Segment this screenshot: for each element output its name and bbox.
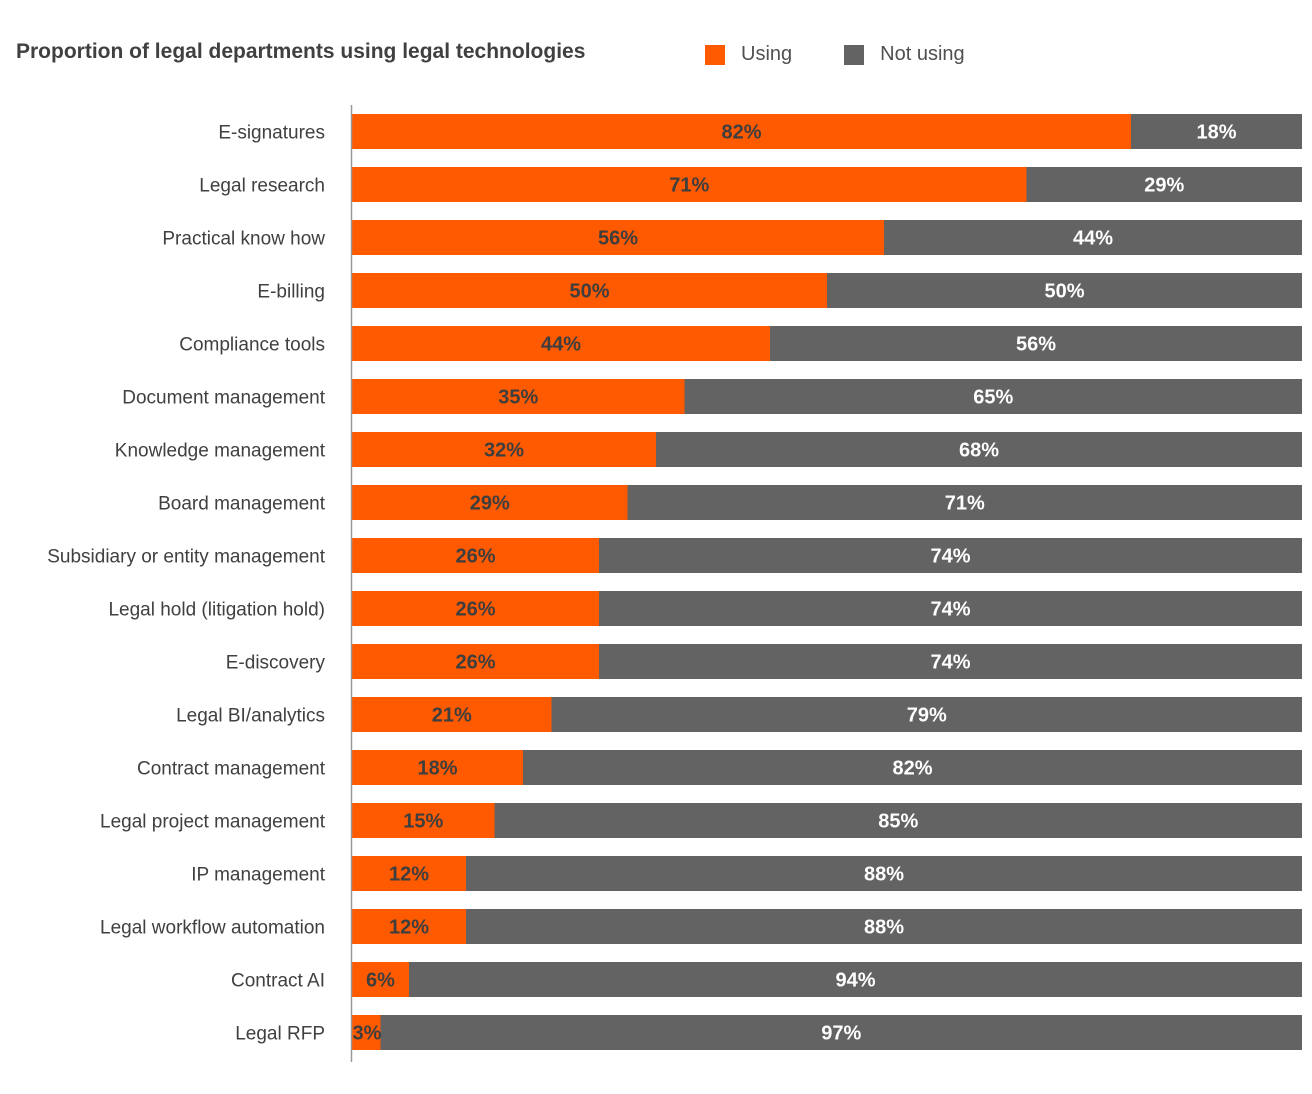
category-label: Contract AI — [231, 971, 325, 992]
category-label: Legal research — [199, 176, 325, 197]
legend-label-not-using: Not using — [880, 43, 965, 65]
bar-not-using — [380, 1015, 1302, 1050]
bar-not-using — [770, 326, 1302, 361]
category-label: E-signatures — [218, 123, 325, 144]
data-label-using: 12% — [389, 864, 429, 886]
category-label: Practical know how — [162, 229, 325, 250]
data-label-using: 35% — [498, 387, 538, 409]
data-label-not-using: 71% — [945, 493, 985, 515]
data-label-not-using: 68% — [959, 440, 999, 462]
category-label: Contract management — [137, 759, 326, 780]
data-label-not-using: 82% — [892, 758, 932, 780]
bar-using — [352, 220, 884, 255]
data-label-not-using: 79% — [907, 705, 947, 727]
data-label-using: 29% — [470, 493, 510, 515]
bar-using — [352, 803, 495, 838]
bar-not-using — [627, 485, 1302, 520]
chart-subtitle: Proportion of legal departments using le… — [16, 40, 586, 63]
data-label-not-using: 50% — [1044, 281, 1084, 303]
data-label-not-using: 74% — [930, 652, 970, 674]
data-label-not-using: 56% — [1016, 334, 1056, 356]
category-label: E-discovery — [226, 653, 326, 674]
bar-using — [352, 485, 628, 520]
legend-swatch-not-using — [844, 44, 865, 65]
bar-using — [352, 538, 599, 573]
bar-not-using — [656, 432, 1302, 467]
category-label: Legal BI/analytics — [176, 706, 325, 727]
category-label: IP management — [191, 865, 326, 886]
legend-item-not-using: Not using — [844, 43, 965, 66]
category-label: Legal hold (litigation hold) — [108, 600, 325, 621]
category-label: Legal RFP — [235, 1024, 325, 1045]
bar-using — [352, 114, 1131, 149]
data-label-using: 32% — [484, 440, 524, 462]
legend-item-using: Using — [705, 43, 792, 66]
category-label: Compliance tools — [179, 335, 325, 356]
data-label-using: 26% — [455, 652, 495, 674]
legend-label-using: Using — [741, 43, 793, 65]
bar-using — [352, 326, 770, 361]
bar-using — [352, 273, 827, 308]
bar-using — [352, 432, 656, 467]
bar-not-using — [466, 909, 1302, 944]
bar-not-using — [684, 379, 1302, 414]
data-label-not-using: 74% — [930, 546, 970, 568]
bar-not-using — [827, 273, 1302, 308]
bar-using — [352, 1015, 381, 1050]
legend-swatch-using — [705, 44, 725, 65]
bar-not-using — [599, 538, 1302, 573]
category-label: Board management — [158, 494, 326, 515]
bar-using — [352, 856, 466, 891]
data-label-using: 50% — [569, 281, 609, 303]
data-label-using: 26% — [455, 546, 495, 568]
data-label-using: 6% — [366, 970, 395, 992]
bar-not-using — [1026, 167, 1302, 202]
bar-using — [352, 644, 599, 679]
category-label: Knowledge management — [115, 441, 326, 462]
data-label-not-using: 85% — [878, 811, 918, 833]
bar-using — [352, 379, 685, 414]
data-label-not-using: 74% — [930, 599, 970, 621]
bar-not-using — [884, 220, 1302, 255]
bar-not-using — [494, 803, 1302, 838]
data-label-using: 18% — [417, 758, 457, 780]
data-label-not-using: 65% — [973, 387, 1013, 409]
bar-using — [352, 750, 523, 785]
data-label-using: 15% — [403, 811, 443, 833]
data-label-not-using: 88% — [864, 917, 904, 939]
bar-not-using — [551, 697, 1302, 732]
data-label-using: 26% — [455, 599, 495, 621]
bar-not-using — [523, 750, 1302, 785]
bar-using — [352, 962, 409, 997]
data-label-not-using: 18% — [1196, 122, 1236, 144]
data-label-not-using: 44% — [1073, 228, 1113, 250]
bar-not-using — [599, 591, 1302, 626]
bar-not-using — [409, 962, 1302, 997]
category-label: Legal project management — [100, 812, 326, 833]
bar-not-using — [466, 856, 1302, 891]
category-label: Document management — [122, 388, 325, 409]
data-label-using: 82% — [721, 122, 761, 144]
category-label: Legal workflow automation — [100, 918, 325, 939]
bar-using — [352, 697, 552, 732]
data-label-not-using: 88% — [864, 864, 904, 886]
bar-not-using — [599, 644, 1302, 679]
data-label-using: 44% — [541, 334, 581, 356]
data-label-using: 21% — [432, 705, 472, 727]
category-label: E-billing — [257, 282, 325, 303]
data-label-using: 71% — [669, 175, 709, 197]
data-label-using: 56% — [598, 228, 638, 250]
category-label: Subsidiary or entity management — [47, 547, 325, 568]
legend: Using Not using — [705, 43, 1017, 66]
bar-using — [352, 909, 466, 944]
bar-using — [352, 591, 599, 626]
bar-not-using — [1131, 114, 1302, 149]
bar-using — [352, 167, 1027, 202]
data-label-using: 12% — [389, 917, 429, 939]
data-label-not-using: 29% — [1144, 175, 1184, 197]
data-label-using: 3% — [353, 1023, 382, 1045]
data-label-not-using: 97% — [821, 1023, 861, 1045]
data-label-not-using: 94% — [835, 970, 875, 992]
